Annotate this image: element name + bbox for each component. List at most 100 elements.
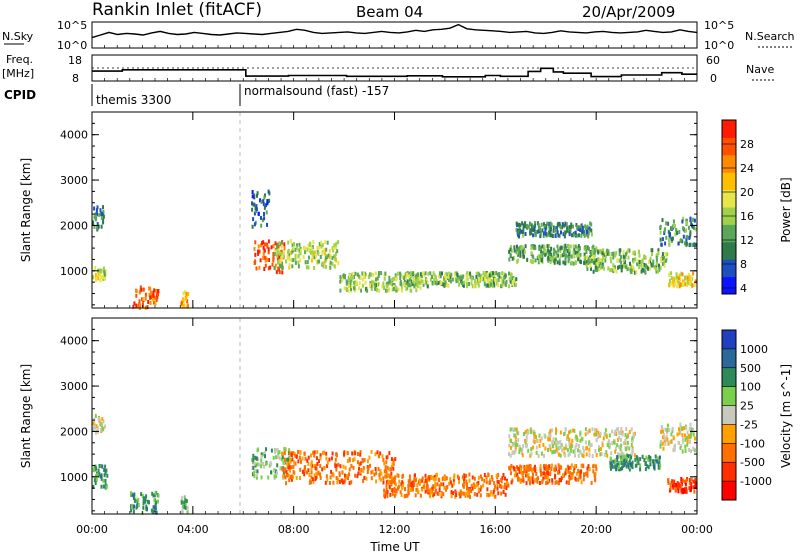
data-point	[154, 502, 157, 507]
data-point	[635, 270, 638, 275]
data-point	[272, 256, 275, 261]
data-point	[426, 488, 429, 493]
data-point	[318, 241, 321, 246]
data-point	[630, 452, 633, 457]
data-point	[578, 474, 581, 479]
data-point	[315, 456, 318, 461]
data-point	[353, 457, 356, 462]
data-point	[540, 258, 543, 263]
data-point	[521, 473, 524, 477]
data-point	[297, 260, 300, 265]
data-point	[426, 485, 428, 490]
data-point	[348, 458, 351, 463]
data-point	[435, 279, 438, 283]
freq-right-tick-high: 60	[706, 54, 720, 67]
data-point	[599, 452, 602, 457]
data-point	[298, 455, 301, 460]
data-point	[557, 470, 560, 475]
data-point	[257, 249, 260, 254]
data-point	[651, 263, 654, 268]
data-point	[557, 253, 559, 258]
data-point	[291, 264, 294, 269]
data-point	[255, 207, 258, 212]
data-point	[513, 277, 515, 282]
data-point	[529, 430, 532, 435]
data-point	[617, 265, 619, 270]
data-point	[93, 215, 96, 220]
data-point	[590, 259, 593, 263]
data-point	[385, 474, 388, 479]
data-point	[414, 473, 416, 478]
data-point	[479, 487, 482, 492]
data-point	[593, 432, 596, 437]
data-point	[367, 275, 370, 280]
data-point	[605, 433, 608, 438]
data-point	[483, 282, 486, 287]
data-point	[676, 481, 679, 485]
data-point	[578, 247, 581, 252]
data-point	[587, 464, 590, 469]
data-point	[690, 481, 693, 486]
data-point	[395, 285, 398, 290]
data-point	[567, 480, 570, 485]
data-point	[462, 274, 465, 279]
data-point	[572, 244, 575, 249]
data-point	[558, 452, 560, 457]
data-point	[301, 456, 304, 461]
data-point	[277, 455, 279, 459]
data-point	[525, 437, 528, 442]
data-point	[95, 474, 97, 479]
data-point	[638, 253, 641, 258]
data-point	[149, 295, 152, 300]
data-point	[541, 478, 544, 483]
data-point	[100, 422, 103, 426]
data-point	[422, 282, 425, 287]
data-point	[534, 233, 537, 238]
data-point	[102, 484, 105, 489]
data-point	[94, 265, 97, 270]
data-point	[551, 480, 554, 485]
data-point	[297, 253, 300, 258]
data-point	[600, 250, 603, 255]
data-point	[592, 469, 595, 474]
data-point	[321, 251, 324, 256]
data-point	[288, 478, 291, 483]
velocity-colorbar: Velocity [m s^-1] 100050010025-25-100-50…	[721, 329, 793, 501]
data-point	[693, 448, 696, 453]
data-point	[485, 480, 488, 485]
data-point	[324, 240, 327, 245]
data-point	[185, 499, 188, 504]
data-point	[155, 510, 158, 515]
data-point	[384, 465, 387, 470]
data-point	[551, 428, 554, 433]
data-point	[337, 261, 340, 266]
data-point	[546, 475, 549, 480]
data-point	[493, 283, 496, 288]
data-point	[252, 470, 255, 475]
data-point	[268, 198, 271, 203]
data-point	[667, 480, 670, 485]
data-point	[486, 283, 489, 288]
data-point	[410, 271, 412, 276]
data-point	[682, 216, 685, 221]
data-point	[363, 475, 366, 480]
data-point	[518, 231, 521, 236]
data-point	[611, 441, 614, 445]
data-point	[535, 450, 538, 455]
data-point	[563, 223, 566, 228]
data-point	[181, 506, 184, 511]
colorbar-swatch	[722, 172, 736, 191]
data-point	[574, 230, 577, 235]
data-point	[288, 263, 291, 268]
data-point	[552, 258, 555, 263]
data-point	[184, 498, 187, 503]
data-point	[133, 496, 135, 500]
data-point	[470, 489, 473, 494]
data-point	[671, 279, 674, 284]
data-point	[583, 255, 586, 260]
velocity-scatter	[92, 414, 697, 516]
data-point	[333, 243, 336, 248]
data-point	[491, 273, 494, 278]
data-point	[278, 241, 281, 246]
data-point	[659, 237, 662, 242]
